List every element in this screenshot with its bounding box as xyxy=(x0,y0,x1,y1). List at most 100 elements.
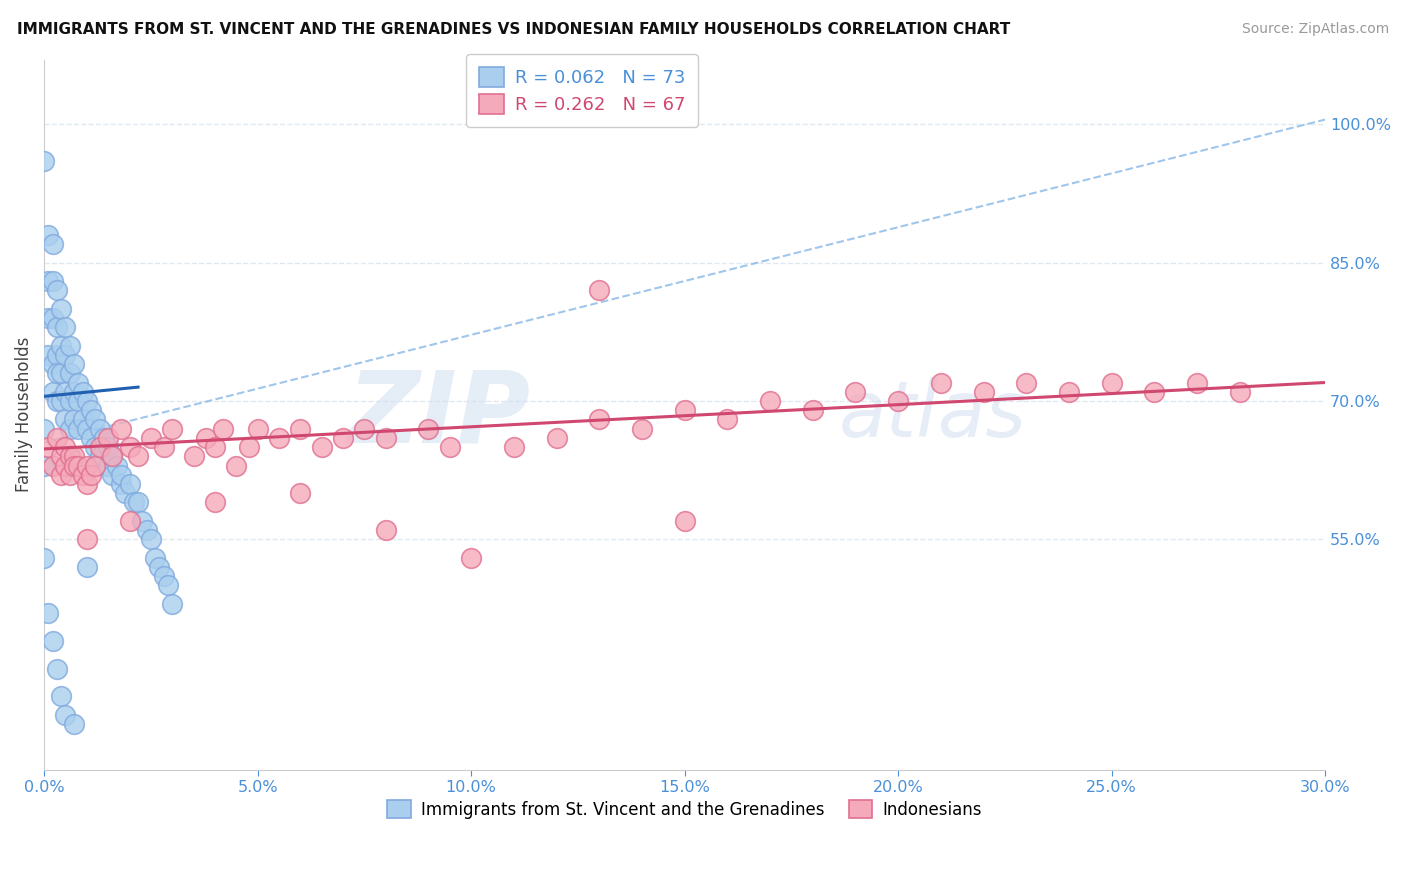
Point xyxy=(32,154,55,169)
Point xyxy=(588,412,610,426)
Point xyxy=(212,422,235,436)
Point xyxy=(1057,384,1080,399)
Point xyxy=(89,422,111,436)
Point xyxy=(101,450,124,464)
Point xyxy=(97,431,120,445)
Point xyxy=(97,440,120,454)
Point xyxy=(439,440,461,454)
Text: IMMIGRANTS FROM ST. VINCENT AND THE GRENADINES VS INDONESIAN FAMILY HOUSEHOLDS C: IMMIGRANTS FROM ST. VINCENT AND THE GREN… xyxy=(17,22,1010,37)
Y-axis label: Family Households: Family Households xyxy=(15,337,32,492)
Point xyxy=(80,403,103,417)
Point xyxy=(290,486,312,500)
Point xyxy=(76,533,98,547)
Point xyxy=(460,550,482,565)
Point xyxy=(67,394,90,409)
Point xyxy=(37,227,59,242)
Point xyxy=(32,458,55,473)
Point xyxy=(72,467,94,482)
Point xyxy=(37,348,59,362)
Legend: Immigrants from St. Vincent and the Grenadines, Indonesians: Immigrants from St. Vincent and the Gren… xyxy=(381,794,988,826)
Point xyxy=(114,486,136,500)
Point xyxy=(673,514,696,528)
Point xyxy=(51,301,73,316)
Point xyxy=(238,440,260,454)
Point xyxy=(51,450,73,464)
Point xyxy=(673,403,696,417)
Point xyxy=(80,467,103,482)
Point xyxy=(55,440,77,454)
Point xyxy=(374,523,396,537)
Point xyxy=(63,458,86,473)
Point xyxy=(84,412,107,426)
Point xyxy=(502,440,524,454)
Point xyxy=(127,495,149,509)
Point xyxy=(101,450,124,464)
Point xyxy=(76,477,98,491)
Point xyxy=(844,384,866,399)
Point xyxy=(84,458,107,473)
Point xyxy=(160,422,183,436)
Point xyxy=(973,384,995,399)
Point xyxy=(45,431,67,445)
Point xyxy=(45,366,67,380)
Point xyxy=(588,283,610,297)
Point xyxy=(51,338,73,352)
Point xyxy=(67,458,90,473)
Point xyxy=(63,412,86,426)
Point xyxy=(759,394,782,409)
Point xyxy=(63,384,86,399)
Point xyxy=(139,431,162,445)
Point xyxy=(32,422,55,436)
Point xyxy=(51,366,73,380)
Point xyxy=(353,422,375,436)
Point xyxy=(204,440,226,454)
Point xyxy=(1185,376,1208,390)
Point xyxy=(139,533,162,547)
Point xyxy=(45,661,67,675)
Point xyxy=(131,514,153,528)
Point xyxy=(118,440,141,454)
Point xyxy=(195,431,218,445)
Point xyxy=(1015,376,1038,390)
Point xyxy=(89,440,111,454)
Point xyxy=(51,689,73,703)
Point xyxy=(45,394,67,409)
Point xyxy=(374,431,396,445)
Point xyxy=(37,274,59,288)
Point xyxy=(72,412,94,426)
Point xyxy=(37,310,59,325)
Point xyxy=(631,422,654,436)
Point xyxy=(51,467,73,482)
Point xyxy=(1101,376,1123,390)
Point xyxy=(72,384,94,399)
Point xyxy=(127,450,149,464)
Point xyxy=(84,440,107,454)
Point xyxy=(41,274,63,288)
Point xyxy=(45,320,67,334)
Point xyxy=(246,422,269,436)
Text: atlas: atlas xyxy=(838,376,1026,453)
Point xyxy=(801,403,824,417)
Point xyxy=(59,422,82,436)
Point xyxy=(67,422,90,436)
Point xyxy=(41,633,63,648)
Point xyxy=(41,384,63,399)
Point xyxy=(55,458,77,473)
Text: Source: ZipAtlas.com: Source: ZipAtlas.com xyxy=(1241,22,1389,37)
Point xyxy=(267,431,290,445)
Point xyxy=(76,394,98,409)
Point xyxy=(716,412,738,426)
Point xyxy=(118,514,141,528)
Point xyxy=(156,578,179,592)
Point xyxy=(160,597,183,611)
Point xyxy=(143,550,166,565)
Point xyxy=(41,310,63,325)
Point xyxy=(55,412,77,426)
Point xyxy=(183,450,205,464)
Point xyxy=(37,440,59,454)
Point xyxy=(1143,384,1166,399)
Point xyxy=(152,569,174,583)
Point xyxy=(76,458,98,473)
Point xyxy=(152,440,174,454)
Point xyxy=(332,431,354,445)
